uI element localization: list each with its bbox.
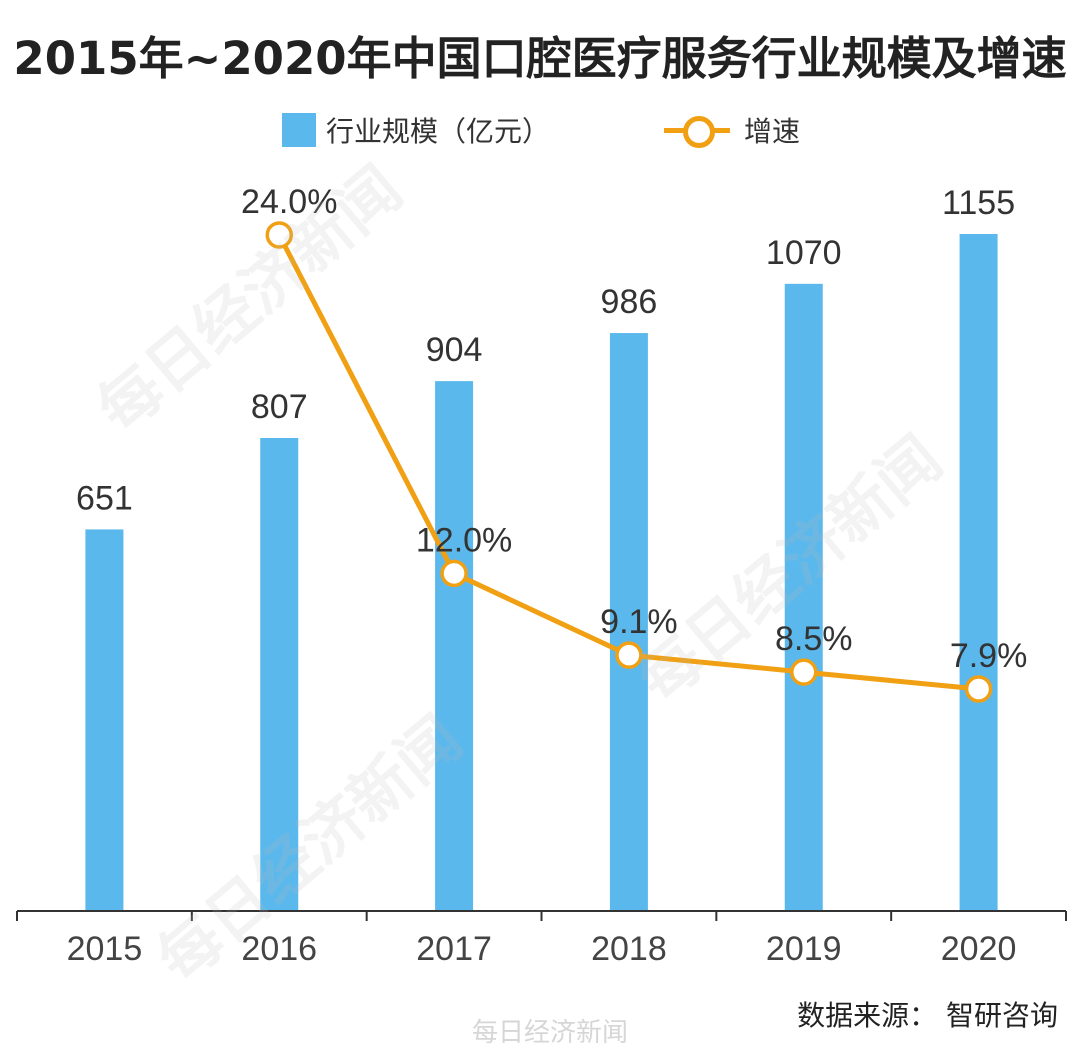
growth-point: [440, 559, 468, 588]
growth-value-label: 9.1%: [600, 603, 678, 641]
growth-point: [615, 641, 643, 669]
x-tick-label: 2018: [591, 930, 667, 968]
bar-value-label: 986: [601, 283, 658, 321]
legend-item-line: 增速: [664, 108, 800, 152]
legend: 行业规模（亿元） 增速: [0, 108, 1080, 152]
x-tick-label: 2015: [67, 930, 143, 968]
growth-point: [964, 675, 993, 703]
source-note: 数据来源： 智研咨询: [797, 999, 1058, 1032]
legend-line-label: 增速: [744, 115, 801, 148]
chart-title: 2015年~2020年中国口腔医疗服务行业规模及增速: [13, 32, 1067, 85]
growth-point: [265, 221, 293, 249]
bar-value-label: 1070: [766, 234, 842, 272]
legend-line-swatch: [664, 113, 730, 148]
growth-point: [790, 658, 818, 686]
growth-value-label: 24.0%: [241, 183, 337, 221]
bar: [85, 529, 124, 911]
watermark-bottom: 每日经济新闻: [472, 1018, 629, 1048]
x-tick-label: 2017: [416, 930, 492, 968]
growth-value-label: 8.5%: [775, 620, 853, 658]
bar: [784, 283, 823, 911]
x-tick-label: 2020: [941, 930, 1017, 968]
legend-item-bars: 行业规模（亿元）: [282, 108, 550, 152]
bar: [435, 381, 474, 912]
legend-bar-swatch: [282, 113, 316, 147]
x-tick-label: 2016: [241, 930, 317, 968]
bar-value-label: 807: [251, 388, 308, 426]
x-tick-label: 2019: [766, 930, 842, 968]
bar-value-label: 1155: [942, 184, 1015, 222]
bar: [260, 437, 299, 911]
bar: [959, 234, 998, 911]
growth-value-label: 12.0%: [416, 521, 512, 559]
legend-bar-label: 行业规模（亿元）: [326, 115, 551, 148]
bar-value-label: 651: [76, 479, 133, 517]
bar-value-label: 904: [426, 331, 483, 369]
bar: [609, 333, 648, 912]
growth-value-label: 7.9%: [950, 637, 1028, 675]
